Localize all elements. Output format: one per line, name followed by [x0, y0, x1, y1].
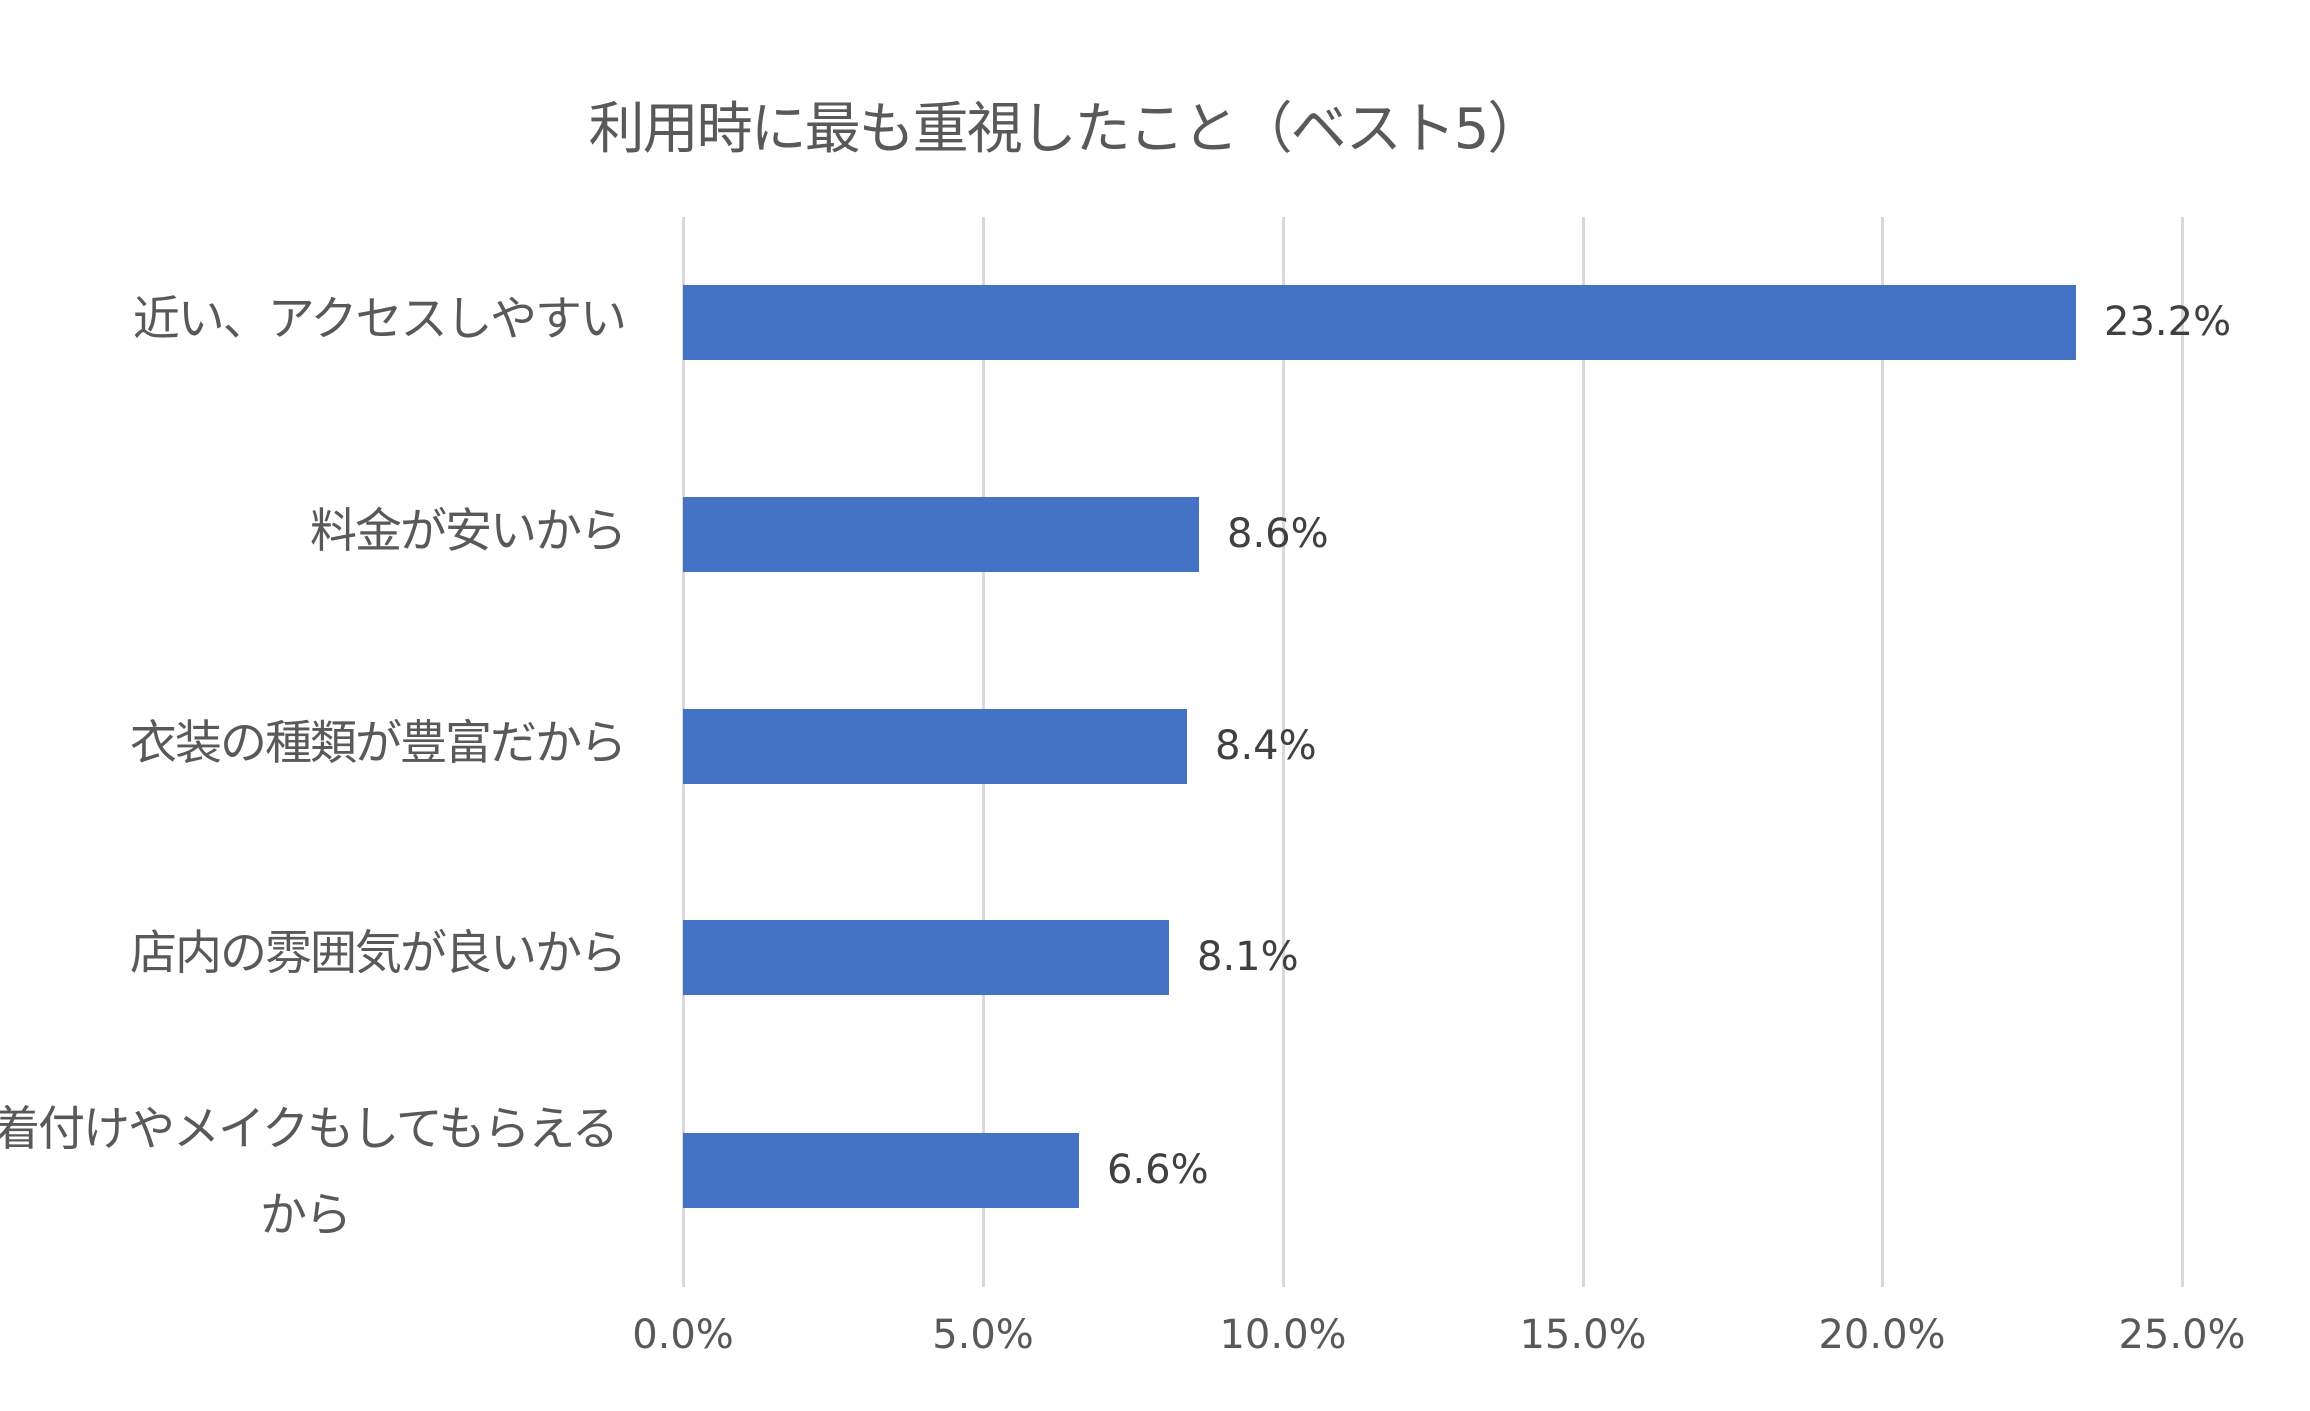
- bar: [683, 920, 1169, 995]
- x-tick-label: 20.0%: [1818, 1312, 1946, 1358]
- bar: [683, 1133, 1079, 1208]
- x-tick-label: 15.0%: [1519, 1312, 1647, 1358]
- value-label: 6.6%: [1107, 1147, 1209, 1193]
- bar: [683, 709, 1187, 784]
- chart-title: 利用時に最も重視したこと（ベスト5）: [588, 97, 1544, 162]
- plot-area: 23.2% 8.6% 8.4% 8.1% 6.6%: [682, 217, 2231, 1287]
- category-label: 店内の雰囲気が良いから: [130, 926, 627, 981]
- category-label-line: から: [260, 1188, 352, 1243]
- gridline-10: [1282, 217, 1285, 1287]
- x-tick-label: 5.0%: [932, 1312, 1034, 1358]
- category-label: 料金が安いから: [310, 504, 627, 559]
- bar: [683, 285, 2076, 360]
- value-label: 23.2%: [2104, 299, 2232, 345]
- x-tick-label: 0.0%: [632, 1312, 734, 1358]
- value-label: 8.6%: [1227, 511, 1329, 557]
- bar-row: 8.1%: [683, 920, 2183, 995]
- gridline-25: [2181, 217, 2184, 1287]
- bar-row: 8.6%: [683, 497, 2183, 572]
- category-label-line: 着付けやメイクもしてもらえる: [0, 1102, 619, 1157]
- x-tick-label: 25.0%: [2118, 1312, 2246, 1358]
- bar: [683, 497, 1199, 572]
- value-label: 8.1%: [1197, 934, 1299, 980]
- gridline-20: [1881, 217, 1884, 1287]
- value-label: 8.4%: [1215, 723, 1317, 769]
- category-label: 着付けやメイクもしてもらえる から: [0, 1098, 625, 1248]
- bar-row: 6.6%: [683, 1133, 2183, 1208]
- x-tick-label: 10.0%: [1219, 1312, 1347, 1358]
- bar-row: 8.4%: [683, 709, 2183, 784]
- bar-row: 23.2%: [683, 285, 2231, 360]
- category-label: 近い、アクセスしやすい: [132, 292, 627, 347]
- category-label: 衣装の種類が豊富だから: [130, 716, 627, 771]
- gridline-15: [1582, 217, 1585, 1287]
